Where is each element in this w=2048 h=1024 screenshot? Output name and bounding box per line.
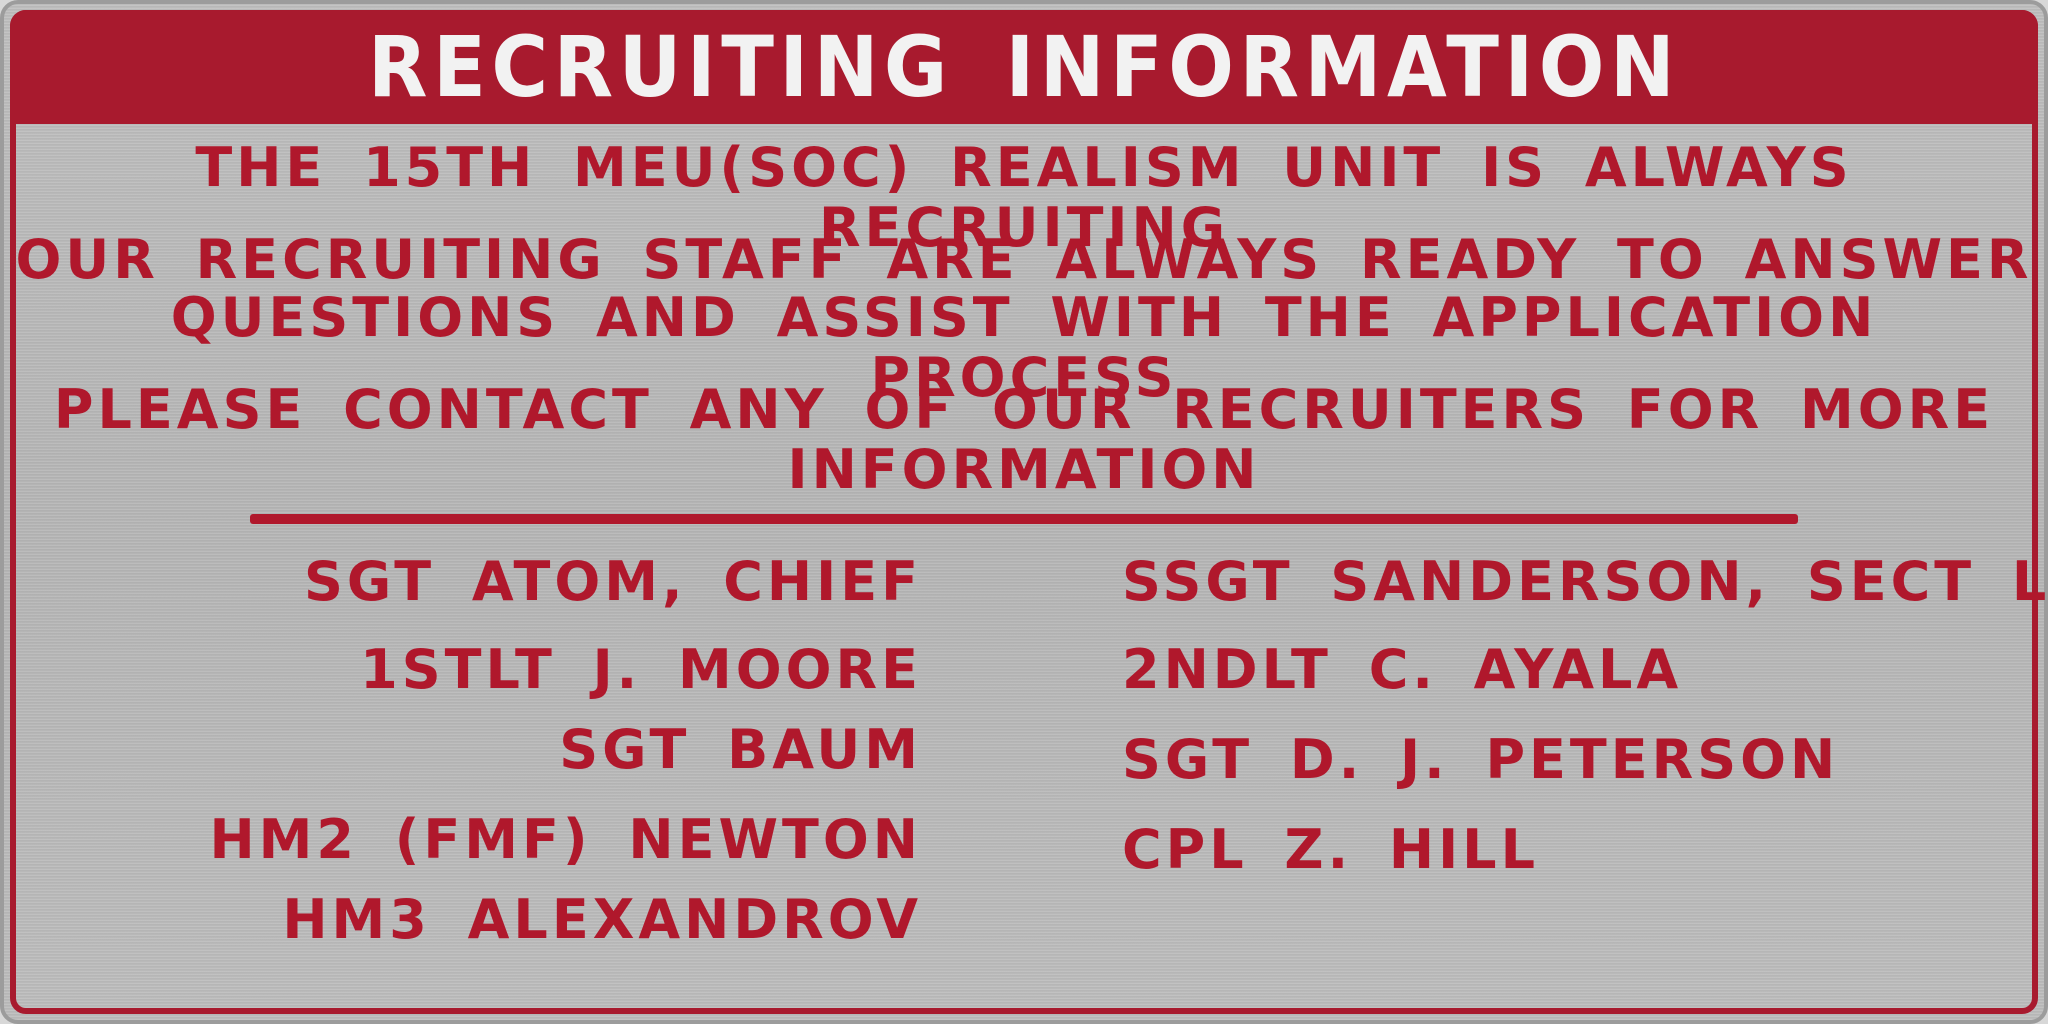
- recruiter-name: 2NDLT C. AYALA: [1122, 638, 1683, 701]
- sign-title: RECRUITING INFORMATION: [367, 18, 1681, 116]
- recruiter-name: HM2 (FMF) NEWTON: [209, 808, 922, 871]
- staff-statement-line-1: OUR RECRUITING STAFF ARE ALWAYS READY TO…: [15, 228, 2033, 291]
- staff-statement-line-2: QUESTIONS AND ASSIST WITH THE APPLICATIO…: [170, 286, 1878, 409]
- section-divider: [250, 514, 1798, 524]
- recruiter-name: SGT BAUM: [559, 718, 922, 781]
- contact-statement-line-1: PLEASE CONTACT ANY OF OUR RECRUITERS FOR…: [53, 378, 1995, 441]
- sign-header: RECRUITING INFORMATION: [10, 10, 2038, 124]
- recruiter-name: SSGT SANDERSON, SECT LDR: [1122, 550, 2048, 613]
- recruiter-name: CPL Z. HILL: [1122, 818, 1539, 881]
- recruiter-name: 1STLT J. MOORE: [360, 638, 922, 701]
- recruiter-name: SGT D. J. PETERSON: [1122, 728, 1840, 791]
- recruiter-name: SGT ATOM, CHIEF: [304, 550, 922, 613]
- recruiting-statement: THE 15TH MEU(SOC) REALISM UNIT IS ALWAYS…: [195, 136, 1853, 259]
- contact-statement-line-2: INFORMATION: [787, 438, 1261, 501]
- recruiter-name: HM3 ALEXANDROV: [282, 888, 922, 951]
